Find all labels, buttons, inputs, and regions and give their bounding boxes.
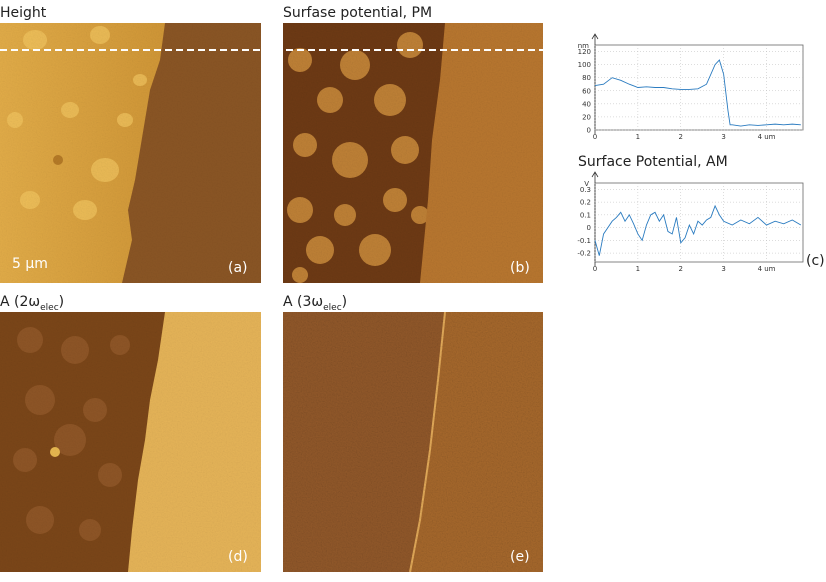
- x-tick-label: 3: [721, 265, 725, 273]
- panel-title: A (3ωelec): [283, 294, 347, 313]
- y-tick-label: -0.2: [577, 250, 591, 258]
- x-tick-label: 2: [679, 133, 683, 141]
- x-tick-label: 1: [636, 265, 640, 273]
- panel-title: A (2ωelec): [0, 294, 64, 313]
- y-unit: nm: [578, 42, 589, 50]
- y-tick-label: 0: [587, 127, 591, 135]
- y-unit: V: [584, 180, 589, 188]
- y-tick-label: 0.1: [580, 211, 591, 219]
- panel-label: (d): [228, 549, 248, 565]
- amplitude-2w-image: [0, 312, 261, 572]
- panel-title: Height: [0, 5, 47, 21]
- y-tick-label: 0.2: [580, 199, 591, 207]
- y-tick-label: 60: [582, 87, 591, 95]
- axis-arrow: [591, 33, 599, 40]
- panel-label: (b): [510, 260, 530, 276]
- title-main: A (2ω: [0, 294, 40, 310]
- x-tick-label: 1: [636, 133, 640, 141]
- x-tick-label: 2: [679, 265, 683, 273]
- y-tick-label: 0: [587, 224, 591, 232]
- y-tick-label: 20: [582, 113, 591, 121]
- surface-potential-image: [283, 23, 543, 283]
- title-end: ): [342, 294, 347, 310]
- panel-title: Surfase potential, PM: [283, 5, 432, 21]
- scale-label: 5 μm: [12, 256, 48, 272]
- chart-title: Surface Potential, AM: [578, 154, 728, 170]
- y-tick-label: 40: [582, 100, 591, 108]
- x-tick-label: 0: [593, 133, 597, 141]
- plot-frame: [594, 44, 804, 131]
- y-tick-label: 120: [578, 48, 591, 56]
- y-tick-label: 0.3: [580, 186, 591, 194]
- axis-arrow: [591, 171, 599, 178]
- x-tick-label: 4 um: [758, 265, 776, 273]
- y-tick-label: 80: [582, 74, 591, 82]
- x-tick-label: 3: [721, 133, 725, 141]
- title-sub: elec: [40, 303, 59, 313]
- y-tick-label: -0.1: [577, 237, 591, 245]
- title-end: ): [59, 294, 64, 310]
- panel-label: (c): [806, 253, 825, 269]
- data-line: [594, 59, 801, 127]
- x-tick-label: 4 um: [758, 133, 776, 141]
- height-image: [0, 23, 261, 283]
- y-tick-label: 100: [578, 61, 591, 69]
- data-line: [594, 204, 802, 256]
- title-sub: elec: [323, 303, 342, 313]
- panel-label: (a): [228, 260, 248, 276]
- x-tick-label: 0: [593, 265, 597, 273]
- title-main: A (3ω: [283, 294, 323, 310]
- amplitude-3w-image: [283, 312, 543, 572]
- panel-label: (e): [510, 549, 530, 565]
